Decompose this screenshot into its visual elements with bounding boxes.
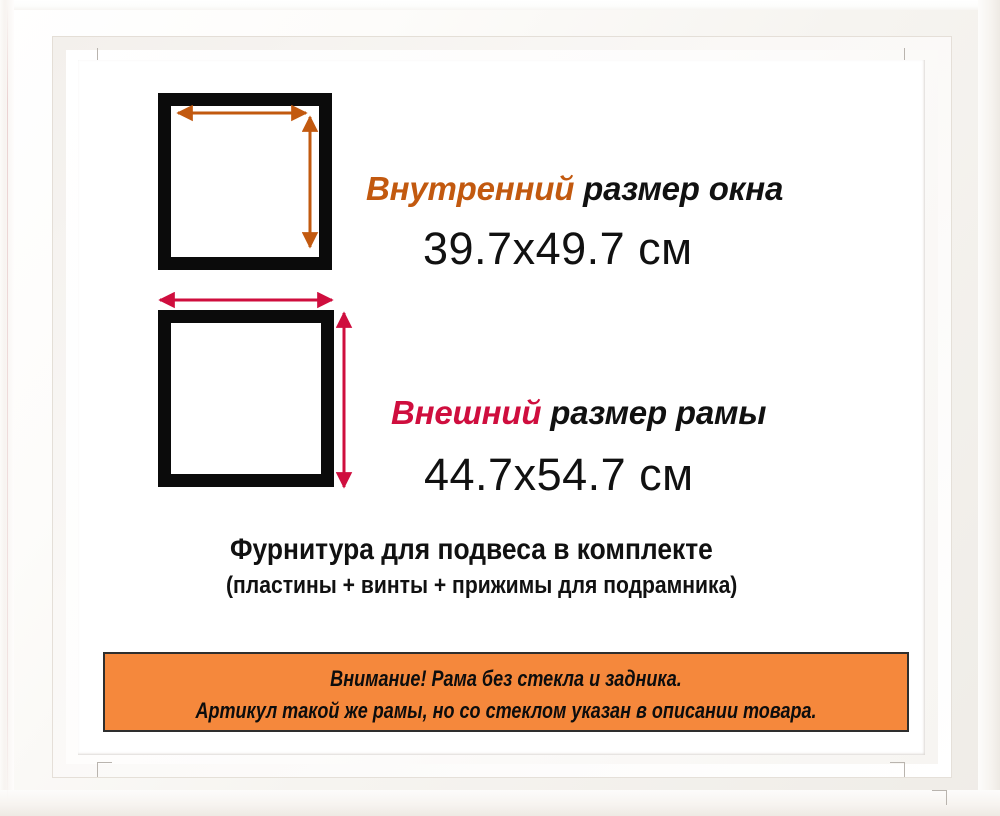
- inner-size-sample-opening: [171, 106, 319, 257]
- outer-size-sample-opening: [171, 323, 321, 474]
- corner-nick-icon: [932, 790, 947, 805]
- inner-size-heading-accent: Внутренний: [366, 170, 575, 207]
- frame-top-edge: [0, 0, 1000, 10]
- inner-size-heading-rest: размер окна: [574, 170, 784, 207]
- warning-box: Внимание! Рама без стекла и задника. Арт…: [103, 652, 909, 732]
- corner-nick-icon: [890, 762, 905, 777]
- hardware-note-line-1: Фурнитура для подвеса в комплекте: [230, 533, 713, 566]
- outer-size-heading-rest: размер рамы: [541, 394, 767, 431]
- outer-size-arrows: [158, 291, 353, 489]
- frame-bottom-edge: [0, 790, 1000, 816]
- inner-size-value: 39.7х49.7 см: [423, 223, 693, 274]
- inner-size-arrows: [176, 104, 319, 249]
- info-content: Внутренний размер окна 39.7х49.7 см Внеш…: [78, 60, 925, 755]
- frame-right-edge: [978, 0, 1000, 816]
- inner-size-heading: Внутренний размер окна: [366, 170, 783, 208]
- hardware-note-line-2: (пластины + винты + прижимы для подрамни…: [226, 572, 738, 599]
- outer-size-sample-frame: [158, 310, 334, 487]
- warning-line-2: Артикул такой же рамы, но со стеклом ука…: [195, 698, 817, 723]
- outer-size-value: 44.7х54.7 см: [424, 449, 694, 500]
- warning-line-1: Внимание! Рама без стекла и задника.: [330, 666, 682, 691]
- corner-nick-icon: [97, 762, 112, 777]
- frame-left-hairline: [7, 4, 8, 804]
- outer-size-heading: Внешний размер рамы: [391, 394, 766, 432]
- outer-size-heading-accent: Внешний: [391, 394, 542, 431]
